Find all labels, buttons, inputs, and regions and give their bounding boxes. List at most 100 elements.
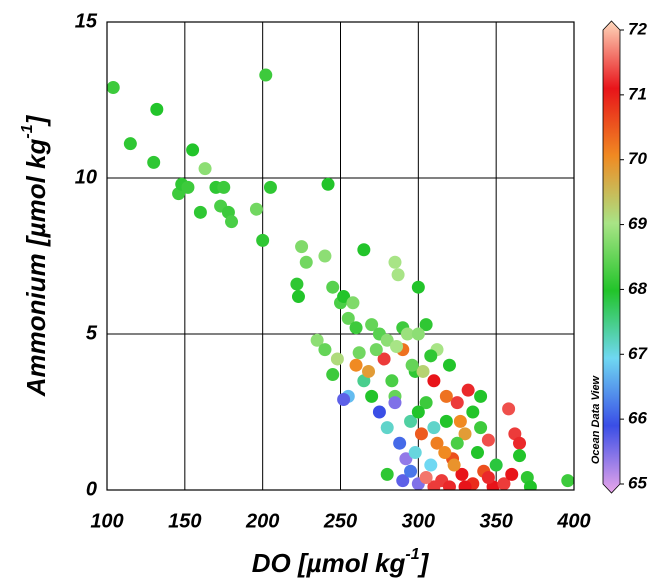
point — [380, 333, 394, 347]
colorbar-tick-label: 72 — [628, 19, 647, 38]
point — [290, 277, 304, 291]
point — [372, 405, 386, 419]
colorbar-tick-label: 65 — [628, 473, 647, 492]
point — [447, 458, 461, 472]
point — [400, 327, 414, 341]
point — [455, 467, 469, 481]
point — [362, 364, 376, 378]
point — [318, 343, 332, 357]
y-tick-label: 10 — [75, 166, 97, 188]
colorbar-fill — [602, 20, 621, 494]
point — [513, 436, 527, 450]
point — [380, 421, 394, 435]
point — [198, 162, 212, 176]
point — [357, 243, 371, 257]
point — [497, 477, 511, 490]
point — [419, 471, 433, 485]
point — [427, 374, 441, 388]
point — [474, 389, 488, 403]
point — [419, 396, 433, 410]
y-label-text: Ammonium [µmol kg — [21, 139, 51, 398]
point — [416, 364, 430, 378]
point — [337, 393, 351, 407]
y-tick-label: 15 — [75, 10, 98, 32]
point — [388, 255, 402, 269]
point — [147, 155, 161, 169]
point — [404, 464, 418, 478]
x-label-sup: -1 — [405, 546, 419, 563]
point — [256, 233, 270, 247]
x-tick-label: 400 — [556, 510, 590, 532]
point — [419, 318, 433, 332]
point — [365, 318, 379, 332]
point — [505, 467, 519, 481]
point — [404, 414, 418, 428]
x-tick-label: 150 — [168, 510, 201, 532]
grid — [106, 21, 575, 491]
point — [481, 471, 495, 485]
point — [259, 68, 273, 82]
colorbar-tick-label: 69 — [628, 214, 647, 233]
point — [330, 352, 344, 366]
point — [123, 137, 137, 151]
point — [453, 414, 467, 428]
point — [393, 436, 407, 450]
point — [405, 358, 419, 372]
x-axis-label: DO [µmol kg-1] — [252, 546, 430, 578]
point — [414, 427, 428, 441]
point — [470, 446, 484, 460]
point — [377, 352, 391, 366]
point — [450, 436, 464, 450]
point — [481, 433, 495, 447]
point — [399, 452, 413, 466]
point — [326, 368, 340, 382]
x-tick-label: 300 — [402, 510, 435, 532]
point — [427, 421, 441, 435]
point — [150, 102, 164, 116]
point — [396, 474, 410, 488]
y-axis-label: Ammonium [µmol kg-1] — [19, 114, 51, 397]
point — [390, 339, 404, 353]
point — [263, 180, 277, 194]
point — [249, 202, 263, 216]
colorbar-tick-label: 70 — [628, 149, 647, 168]
point — [411, 327, 425, 341]
point — [181, 180, 195, 194]
point — [489, 458, 503, 472]
x-label-end: ] — [417, 548, 430, 578]
point — [466, 405, 480, 419]
colorbar-tick-label: 68 — [628, 279, 647, 298]
point — [391, 268, 405, 282]
point — [295, 240, 309, 254]
x-label-text: DO [µmol kg — [252, 548, 406, 578]
point — [107, 81, 120, 95]
colorbar: 65 66 67 68 69 70 71 72 — [602, 19, 648, 494]
colorbar-tick-label: 67 — [628, 344, 648, 363]
point — [408, 446, 422, 460]
watermark: Ocean Data View — [590, 374, 602, 464]
point — [461, 383, 475, 397]
point — [427, 480, 441, 490]
point — [458, 427, 472, 441]
point — [380, 467, 394, 481]
x-tick-label: 350 — [479, 510, 512, 532]
point — [411, 280, 425, 294]
point — [561, 474, 574, 488]
y-label-end: ] — [21, 114, 51, 127]
labels: 100 150 200 250 300 350 400 0 5 10 15 — [75, 10, 591, 532]
point — [424, 349, 438, 363]
point — [310, 333, 324, 347]
point — [318, 249, 332, 263]
point — [411, 405, 425, 419]
colorbar-tick-label: 66 — [628, 409, 647, 428]
plot-frame — [106, 21, 575, 491]
point — [458, 480, 472, 490]
point — [439, 389, 453, 403]
point — [299, 255, 313, 269]
x-tick-label: 250 — [323, 510, 357, 532]
point — [513, 449, 527, 463]
point — [217, 180, 231, 194]
point — [474, 421, 488, 435]
point — [442, 480, 456, 490]
